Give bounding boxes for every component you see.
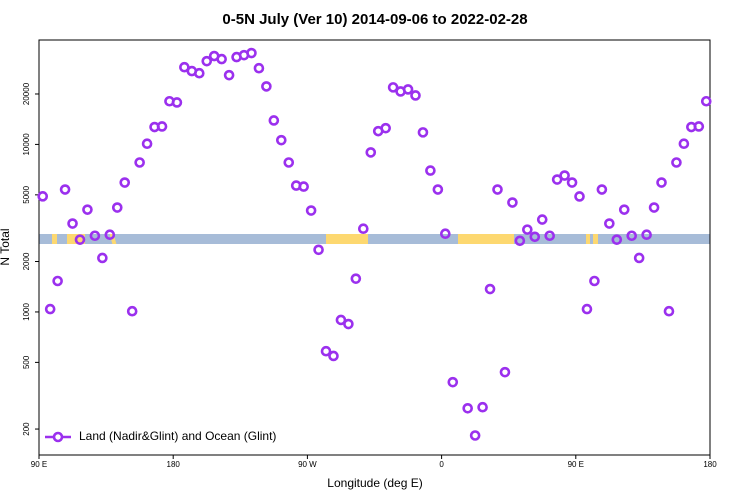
data-point bbox=[305, 205, 317, 216]
data-point bbox=[82, 204, 93, 215]
data-point bbox=[492, 184, 503, 195]
y-tick-label: 20000 bbox=[22, 82, 31, 105]
data-point bbox=[633, 252, 645, 264]
data-point bbox=[589, 275, 600, 287]
data-point bbox=[261, 81, 272, 92]
data-point bbox=[425, 165, 436, 176]
data-point bbox=[477, 401, 488, 413]
data-point bbox=[596, 184, 608, 195]
x-tick-label: 90 E bbox=[568, 460, 584, 469]
data-point bbox=[604, 218, 615, 229]
data-point bbox=[447, 376, 459, 388]
data-point bbox=[335, 314, 347, 326]
data-point bbox=[544, 230, 556, 242]
data-point bbox=[462, 402, 473, 414]
data-point bbox=[253, 62, 265, 74]
data-point bbox=[618, 204, 630, 215]
data-point bbox=[432, 184, 444, 195]
data-point bbox=[402, 84, 414, 95]
data-point bbox=[126, 305, 138, 317]
data-point bbox=[328, 350, 339, 362]
data-point bbox=[358, 223, 369, 234]
data-point bbox=[216, 53, 227, 65]
data-point bbox=[343, 318, 354, 330]
data-point bbox=[417, 127, 429, 138]
y-axis-label: N Total bbox=[0, 228, 12, 265]
data-point bbox=[141, 138, 153, 149]
data-point bbox=[626, 230, 638, 242]
data-point bbox=[514, 235, 526, 247]
x-tick-label: 0 bbox=[439, 460, 444, 469]
x-tick-label: 90 W bbox=[298, 460, 317, 469]
data-point bbox=[648, 202, 660, 213]
land-mask-band bbox=[39, 234, 710, 244]
data-point bbox=[313, 244, 324, 256]
data-point bbox=[693, 121, 705, 132]
data-point bbox=[663, 305, 675, 317]
data-point bbox=[171, 97, 183, 108]
data-point bbox=[656, 177, 667, 188]
data-point bbox=[59, 184, 71, 195]
data-point bbox=[410, 90, 421, 101]
data-point bbox=[276, 134, 287, 146]
data-point bbox=[507, 197, 518, 208]
data-point bbox=[74, 234, 86, 245]
data-point bbox=[529, 231, 541, 243]
x-tick-label: 180 bbox=[167, 460, 181, 469]
data-point bbox=[499, 366, 511, 378]
data-point bbox=[52, 275, 63, 287]
data-point bbox=[37, 191, 49, 202]
data-point bbox=[611, 234, 623, 245]
data-point bbox=[440, 228, 451, 240]
data-point bbox=[156, 121, 168, 132]
legend-label: Land (Nadir&Glint) and Ocean (Glint) bbox=[79, 429, 276, 443]
data-point bbox=[111, 202, 123, 213]
data-point bbox=[380, 122, 391, 134]
data-point bbox=[298, 181, 309, 192]
data-point bbox=[44, 303, 56, 315]
plot-frame bbox=[38, 39, 711, 456]
data-point bbox=[89, 230, 101, 242]
data-point bbox=[201, 55, 213, 67]
data-point bbox=[700, 95, 712, 107]
data-point bbox=[522, 224, 533, 235]
data-point bbox=[469, 430, 481, 441]
data-point bbox=[566, 177, 578, 188]
data-point bbox=[671, 157, 682, 168]
data-point bbox=[193, 67, 205, 79]
legend-marker bbox=[52, 431, 64, 443]
y-tick-label: 2000 bbox=[22, 252, 31, 270]
data-point bbox=[246, 47, 257, 59]
data-point bbox=[67, 218, 78, 229]
y-tick-label: 500 bbox=[22, 355, 31, 369]
data-point bbox=[574, 191, 585, 202]
data-point bbox=[283, 157, 295, 168]
data-point bbox=[365, 147, 377, 158]
chart-title: 0-5N July (Ver 10) 2014-09-06 to 2022-02… bbox=[222, 11, 527, 28]
data-point bbox=[484, 283, 496, 295]
y-tick-label: 5000 bbox=[22, 185, 31, 203]
data-point bbox=[104, 229, 116, 241]
x-tick-label: 90 E bbox=[31, 460, 47, 469]
data-point bbox=[678, 138, 690, 149]
data-point bbox=[134, 157, 145, 168]
y-tick-label: 10000 bbox=[22, 133, 31, 156]
data-point bbox=[119, 177, 131, 188]
data-point bbox=[536, 214, 548, 225]
y-tick-label: 200 bbox=[22, 422, 31, 436]
x-axis-label: Longitude (deg E) bbox=[327, 476, 422, 490]
data-point bbox=[223, 69, 235, 81]
data-point bbox=[387, 82, 399, 93]
data-point bbox=[97, 252, 108, 264]
x-tick-label: 180 bbox=[703, 460, 717, 469]
data-point bbox=[268, 115, 280, 126]
data-point bbox=[559, 170, 570, 181]
data-point bbox=[350, 273, 362, 284]
y-tick-label: 1000 bbox=[22, 302, 31, 320]
data-point bbox=[320, 345, 332, 357]
data-point bbox=[581, 303, 593, 315]
data-point bbox=[641, 229, 652, 241]
